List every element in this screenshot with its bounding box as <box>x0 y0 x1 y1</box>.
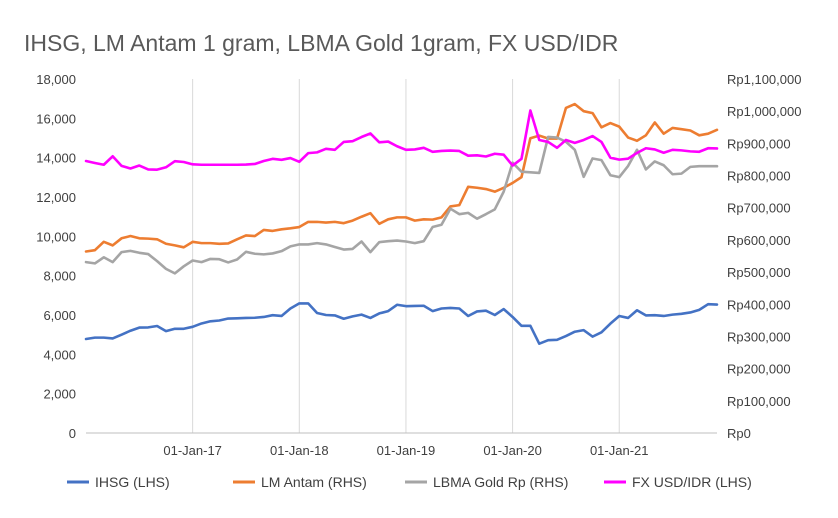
legend-label: FX USD/IDR (LHS) <box>632 474 752 490</box>
right-tick-label: Rp300,000 <box>727 329 791 344</box>
grid <box>192 79 620 433</box>
right-tick-label: Rp1,100,000 <box>727 72 801 87</box>
right-axis: Rp0 Rp100,000 Rp200,000 Rp300,000 Rp400,000 R… <box>727 72 801 441</box>
x-tick-label: 01-Jan-17 <box>163 443 222 458</box>
legend: IHSG (LHS) LM Antam (RHS) LBMA Gold Rp (RH… <box>67 474 752 490</box>
left-tick-label: 12,000 <box>36 190 76 205</box>
x-tick-label: 01-Jan-19 <box>377 443 436 458</box>
left-tick-label: 8,000 <box>43 269 76 284</box>
series-line-1 <box>84 302 719 346</box>
right-tick-label: Rp700,000 <box>727 201 791 216</box>
series-line-4 <box>84 109 719 171</box>
left-tick-label: 0 <box>69 426 76 441</box>
right-tick-label: Rp600,000 <box>727 233 791 248</box>
legend-label: LBMA Gold Rp (RHS) <box>433 474 568 490</box>
left-tick-label: 2,000 <box>43 387 76 402</box>
series-lines <box>84 102 719 346</box>
chart-title: IHSG, LM Antam 1 gram, LBMA Gold 1gram, … <box>24 30 618 56</box>
x-tick-label: 01-Jan-20 <box>483 443 542 458</box>
x-axis: 01-Jan-17 01-Jan-18 01-Jan-19 01-Jan-20 01-J… <box>86 432 717 458</box>
left-tick-label: 14,000 <box>36 151 76 166</box>
right-tick-label: Rp500,000 <box>727 265 791 280</box>
left-tick-label: 18,000 <box>36 72 76 87</box>
series-line-2 <box>84 102 719 253</box>
left-tick-label: 10,000 <box>36 229 76 244</box>
right-tick-label: Rp800,000 <box>727 169 791 184</box>
left-tick-label: 6,000 <box>43 308 76 323</box>
legend-label: LM Antam (RHS) <box>261 474 367 490</box>
legend-label: IHSG (LHS) <box>95 474 170 490</box>
x-tick-label: 01-Jan-18 <box>270 443 329 458</box>
right-tick-label: Rp1,000,000 <box>727 104 801 119</box>
left-tick-label: 16,000 <box>36 111 76 126</box>
right-tick-label: Rp400,000 <box>727 297 791 312</box>
x-tick-label: 01-Jan-21 <box>590 443 649 458</box>
series-line-3 <box>84 135 719 275</box>
left-tick-label: 4,000 <box>43 347 76 362</box>
left-axis: 0 2,000 4,000 6,000 8,000 10,000 12,000 14,000 1… <box>36 72 76 441</box>
right-tick-label: Rp100,000 <box>727 394 791 409</box>
right-tick-label: Rp900,000 <box>727 136 791 151</box>
right-tick-label: Rp200,000 <box>727 362 791 377</box>
right-tick-label: Rp0 <box>727 426 751 441</box>
